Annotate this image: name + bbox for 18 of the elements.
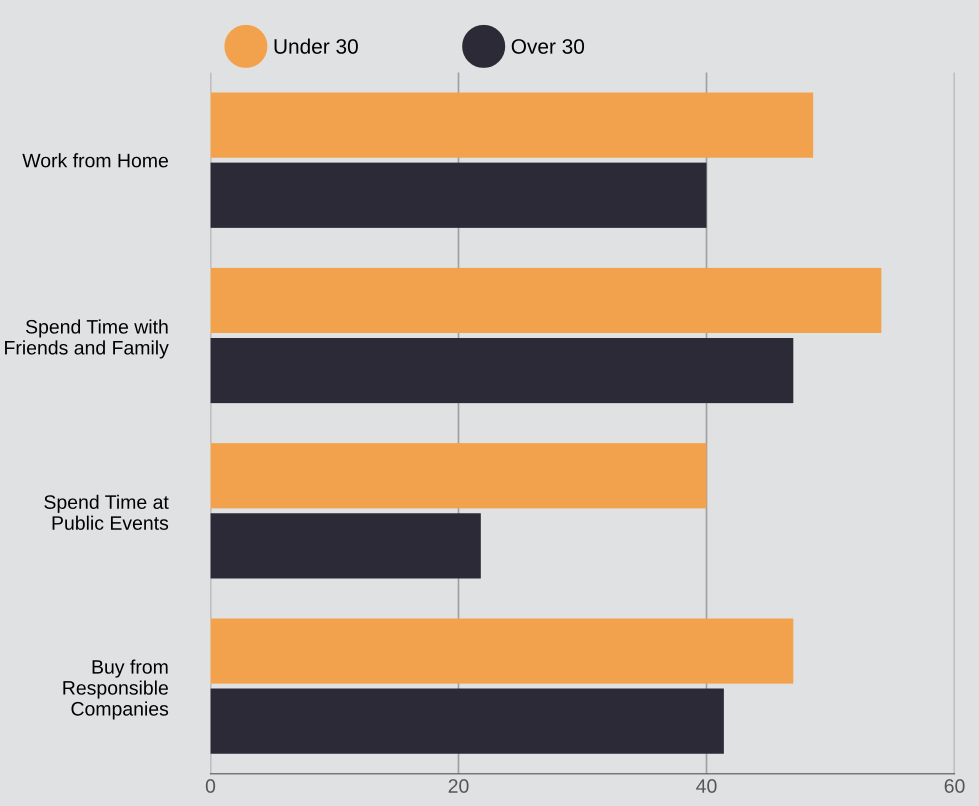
x-tick-label: 60	[944, 779, 965, 793]
legend-label: Under 30	[274, 38, 358, 54]
bar	[210, 162, 707, 228]
bar	[210, 688, 724, 754]
y-tick-label: Spend Time with Friends and Family	[5, 319, 169, 358]
bar	[210, 443, 707, 508]
bar	[210, 268, 882, 334]
legend-label: Over 30	[512, 39, 584, 54]
bar	[210, 92, 814, 158]
y-tick-label: Buy from Responsible Companies	[63, 660, 168, 720]
y-tick-label: Work from Home	[22, 153, 168, 168]
bar	[210, 338, 794, 404]
y-tick-label: Spend Time at Public Events	[44, 494, 169, 530]
bar	[210, 513, 481, 578]
x-tick-label: 40	[696, 779, 717, 793]
x-tick-label: 20	[448, 779, 469, 793]
x-tick-label: 0	[206, 779, 216, 793]
bar	[210, 618, 794, 684]
